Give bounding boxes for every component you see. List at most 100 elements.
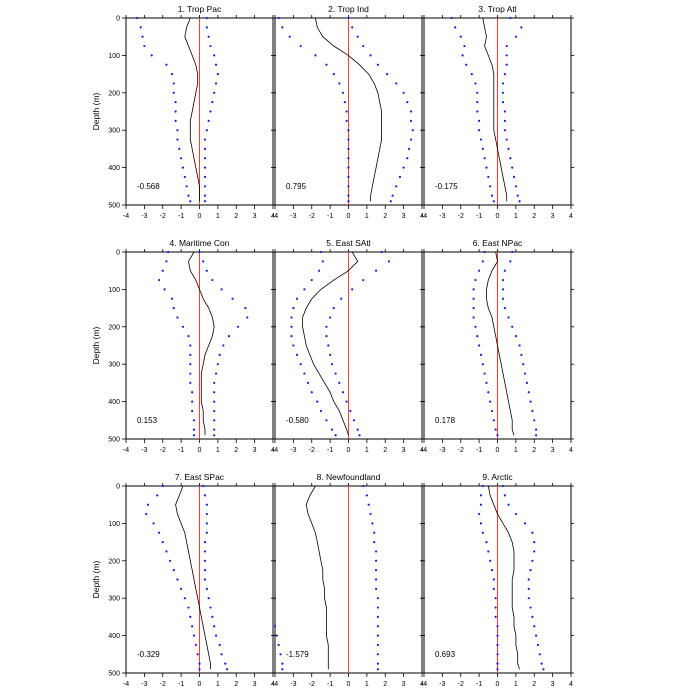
upper-bound-point	[398, 175, 402, 179]
upper-bound-point	[509, 157, 512, 160]
upper-bound-point	[533, 550, 536, 553]
x-tick-label: 3	[551, 681, 555, 688]
lower-bound-point	[332, 73, 335, 76]
lower-bound-point	[481, 531, 484, 534]
lower-bound-point	[165, 550, 168, 553]
upper-bound-point	[373, 531, 376, 534]
lower-bound-point	[273, 625, 277, 628]
lower-bound-point	[181, 325, 185, 328]
lower-bound-point	[478, 119, 481, 122]
mean-profile-line	[315, 17, 383, 202]
y-tick-label: 400	[108, 165, 120, 172]
upper-bound-point	[509, 260, 512, 263]
x-tick-label: -4	[421, 681, 427, 688]
upper-bound-point	[340, 297, 343, 300]
upper-bound-point	[527, 597, 530, 600]
panel-value-label: -0.568	[137, 182, 160, 191]
upper-bound-point	[527, 578, 530, 581]
x-tick-label: -3	[290, 213, 296, 220]
lower-bound-point	[299, 363, 302, 366]
lower-bound-point	[290, 325, 293, 328]
y-tick-label: 0	[116, 484, 120, 491]
upper-bound-point	[376, 653, 379, 656]
lower-bound-point	[172, 91, 175, 94]
upper-bound-point	[231, 297, 234, 300]
x-tick-label: 0	[198, 447, 202, 454]
lower-bound-point	[172, 307, 175, 310]
upper-bound-point	[367, 503, 370, 506]
upper-bound-point	[520, 26, 523, 29]
lower-bound-point	[485, 166, 488, 169]
x-tick-label: 4	[271, 681, 275, 688]
x-tick-label: 4	[420, 681, 424, 688]
upper-bound-point	[213, 381, 216, 384]
upper-bound-point	[527, 587, 530, 590]
upper-bound-point	[376, 606, 379, 609]
lower-bound-point	[189, 353, 192, 356]
lower-bound-point	[194, 643, 197, 647]
lower-bound-point	[481, 260, 484, 263]
x-tick-label: 3	[551, 447, 555, 454]
upper-bound-point	[542, 668, 545, 671]
panel-title: 3. Trop Atl	[478, 4, 516, 14]
lower-bound-point	[465, 63, 468, 66]
upper-bound-point	[327, 344, 330, 347]
upper-bound-point	[534, 428, 538, 431]
lower-bound-point	[492, 419, 495, 422]
lower-bound-point	[347, 166, 350, 169]
lower-bound-point	[476, 110, 479, 113]
upper-bound-point	[376, 63, 379, 66]
lower-bound-point	[141, 35, 144, 38]
panel-value-label: 0.178	[435, 416, 456, 425]
upper-bound-point	[236, 325, 240, 328]
y-tick-label: 200	[108, 324, 120, 331]
lower-bound-point	[454, 26, 457, 29]
lower-bound-point	[347, 157, 350, 160]
x-tick-label: 3	[253, 681, 257, 688]
lower-bound-point	[483, 157, 486, 160]
lower-bound-point	[174, 110, 177, 113]
mean-profile-line	[184, 17, 200, 202]
lower-bound-point	[483, 250, 486, 254]
upper-bound-point	[503, 307, 506, 310]
upper-bound-point	[358, 434, 361, 437]
lower-bound-point	[165, 260, 168, 263]
x-tick-label: 4	[271, 213, 275, 220]
lower-bound-point	[191, 391, 194, 394]
upper-bound-point	[207, 35, 210, 38]
lower-bound-point	[167, 250, 170, 254]
x-tick-label: -1	[178, 447, 184, 454]
upper-bound-point	[246, 316, 249, 319]
lower-bound-point	[492, 578, 495, 581]
upper-bound-point	[522, 363, 525, 366]
lower-bound-point	[479, 503, 483, 506]
x-tick-label: -1	[327, 681, 333, 688]
upper-bound-point	[213, 625, 216, 628]
upper-bound-point	[507, 316, 510, 319]
lower-bound-point	[314, 54, 317, 57]
upper-bound-point	[356, 428, 359, 431]
x-tick-label: 2	[234, 447, 238, 454]
y-tick-label: 500	[108, 203, 120, 210]
panel-title: 9. Arctic	[482, 472, 513, 482]
upper-bound-point	[501, 91, 505, 94]
upper-bound-point	[225, 668, 229, 671]
x-tick-label: 4	[271, 447, 275, 454]
lower-bound-point	[157, 531, 161, 534]
panel-1: 1. Trop Pac -4 -3 -2 -1 0 1 2 3 4 0 100 200 300 400 500…	[91, 4, 276, 220]
lower-bound-point	[338, 82, 341, 85]
lower-bound-point	[176, 129, 179, 132]
lower-bound-point	[494, 597, 497, 600]
lower-bound-point	[476, 335, 479, 338]
lower-bound-point	[161, 269, 164, 272]
lower-bound-point	[139, 26, 142, 29]
upper-bound-point	[374, 587, 378, 590]
panel-4: 4. Maritime Con -4 -3 -2 -1 0 1 2 3 4 0 100 200 300 40…	[91, 238, 276, 454]
x-tick-label: 4	[569, 681, 573, 688]
lower-bound-point	[487, 391, 490, 394]
x-tick-label: -2	[160, 681, 166, 688]
x-tick-label: 2	[532, 681, 536, 688]
upper-bound-point	[202, 484, 205, 488]
lower-bound-point	[277, 643, 280, 647]
lower-bound-point	[347, 194, 350, 197]
